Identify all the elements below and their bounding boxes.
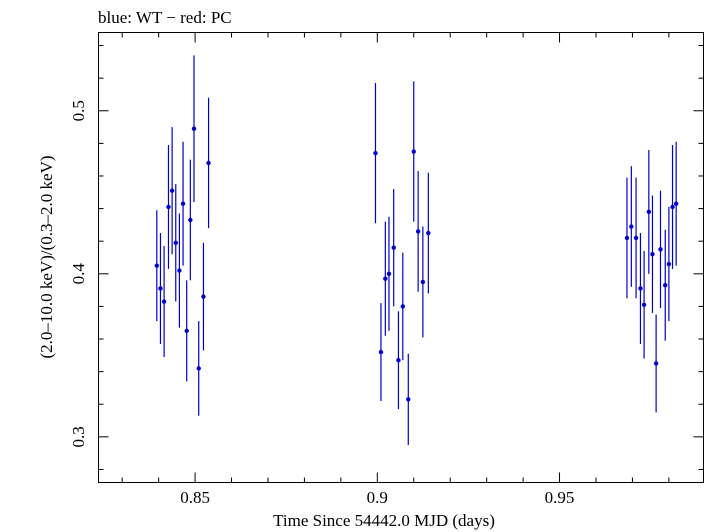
y-tick-label: 0.4 — [69, 263, 88, 285]
x-tick-label: 0.85 — [180, 488, 210, 507]
data-point — [624, 177, 630, 299]
point-marker — [673, 201, 679, 206]
point-marker — [383, 276, 388, 281]
data-point — [670, 145, 675, 269]
data-point — [663, 229, 668, 341]
x-tick-labels: 0.85 0.9 0.95 — [180, 488, 574, 507]
point-marker — [650, 252, 655, 257]
data-point — [415, 171, 421, 292]
point-marker — [415, 229, 421, 234]
data-point — [177, 213, 182, 328]
y-axis-label: (2.0–10.0 keV)/(0.3–2.0 keV) — [37, 155, 56, 358]
point-marker — [641, 302, 647, 307]
point-marker — [386, 271, 392, 277]
data-point — [169, 127, 175, 255]
point-marker — [411, 149, 416, 154]
data-point — [400, 252, 406, 361]
data-point — [641, 250, 647, 359]
data-point — [191, 55, 197, 203]
data-point — [166, 145, 171, 269]
data-point — [188, 159, 193, 281]
data-point — [173, 184, 178, 302]
point-marker — [191, 126, 197, 131]
point-marker — [180, 201, 186, 206]
point-marker — [658, 247, 663, 252]
data-point — [411, 81, 416, 222]
x-axis-label: Time Since 54442.0 MJD (days) — [273, 511, 495, 530]
point-marker — [206, 160, 211, 166]
data-point — [629, 166, 634, 287]
point-marker — [426, 230, 431, 236]
point-marker — [177, 268, 182, 273]
data-point — [650, 195, 655, 313]
data-point — [378, 303, 384, 401]
y-tick-label: 0.5 — [69, 100, 88, 121]
data-point — [658, 190, 663, 309]
data-point — [653, 314, 659, 413]
point-marker — [161, 299, 167, 304]
data-point — [406, 353, 411, 445]
point-marker — [166, 204, 171, 210]
data-point — [426, 172, 431, 294]
data-point — [180, 141, 186, 266]
data-point — [391, 189, 396, 307]
point-marker — [154, 263, 160, 268]
data-point — [373, 83, 378, 224]
y-tick-labels: 0.3 0.4 0.5 — [69, 100, 88, 447]
data-point — [154, 210, 160, 322]
point-marker — [629, 224, 634, 229]
point-marker — [196, 366, 201, 371]
chart-title: blue: WT − red: PC — [98, 8, 232, 27]
data-point — [196, 321, 201, 416]
x-tick-label: 0.95 — [545, 488, 575, 507]
point-marker — [378, 349, 384, 355]
point-marker — [173, 240, 178, 246]
data-point — [383, 221, 388, 336]
point-marker — [400, 304, 406, 309]
point-marker — [420, 279, 426, 285]
point-marker — [201, 294, 206, 299]
data-point — [184, 280, 189, 382]
point-marker — [653, 361, 659, 366]
data-point — [158, 233, 163, 344]
data-point — [646, 149, 652, 274]
axis-ticks — [98, 32, 704, 483]
point-marker — [188, 217, 193, 223]
data-point — [420, 226, 426, 338]
point-marker — [169, 188, 175, 193]
data-point — [161, 246, 167, 357]
point-marker — [406, 397, 411, 402]
data-points — [154, 55, 679, 445]
data-point — [633, 177, 639, 299]
point-marker — [158, 286, 163, 291]
data-point — [638, 233, 643, 344]
data-point — [673, 141, 679, 266]
point-marker — [663, 283, 668, 288]
point-marker — [633, 235, 639, 241]
point-marker — [396, 358, 401, 363]
plot-frame — [98, 32, 704, 483]
point-marker — [391, 245, 396, 250]
point-marker — [646, 209, 652, 215]
point-marker — [670, 204, 675, 210]
x-tick-label: 0.9 — [367, 488, 388, 507]
data-point — [206, 97, 211, 229]
point-marker — [624, 235, 630, 241]
point-marker — [373, 150, 378, 156]
y-tick-label: 0.3 — [69, 426, 88, 447]
data-point — [396, 311, 401, 410]
data-point — [386, 216, 392, 331]
data-point — [201, 242, 206, 351]
point-marker — [638, 286, 643, 291]
data-point — [666, 206, 672, 322]
point-marker — [184, 328, 189, 334]
point-marker — [666, 261, 672, 267]
